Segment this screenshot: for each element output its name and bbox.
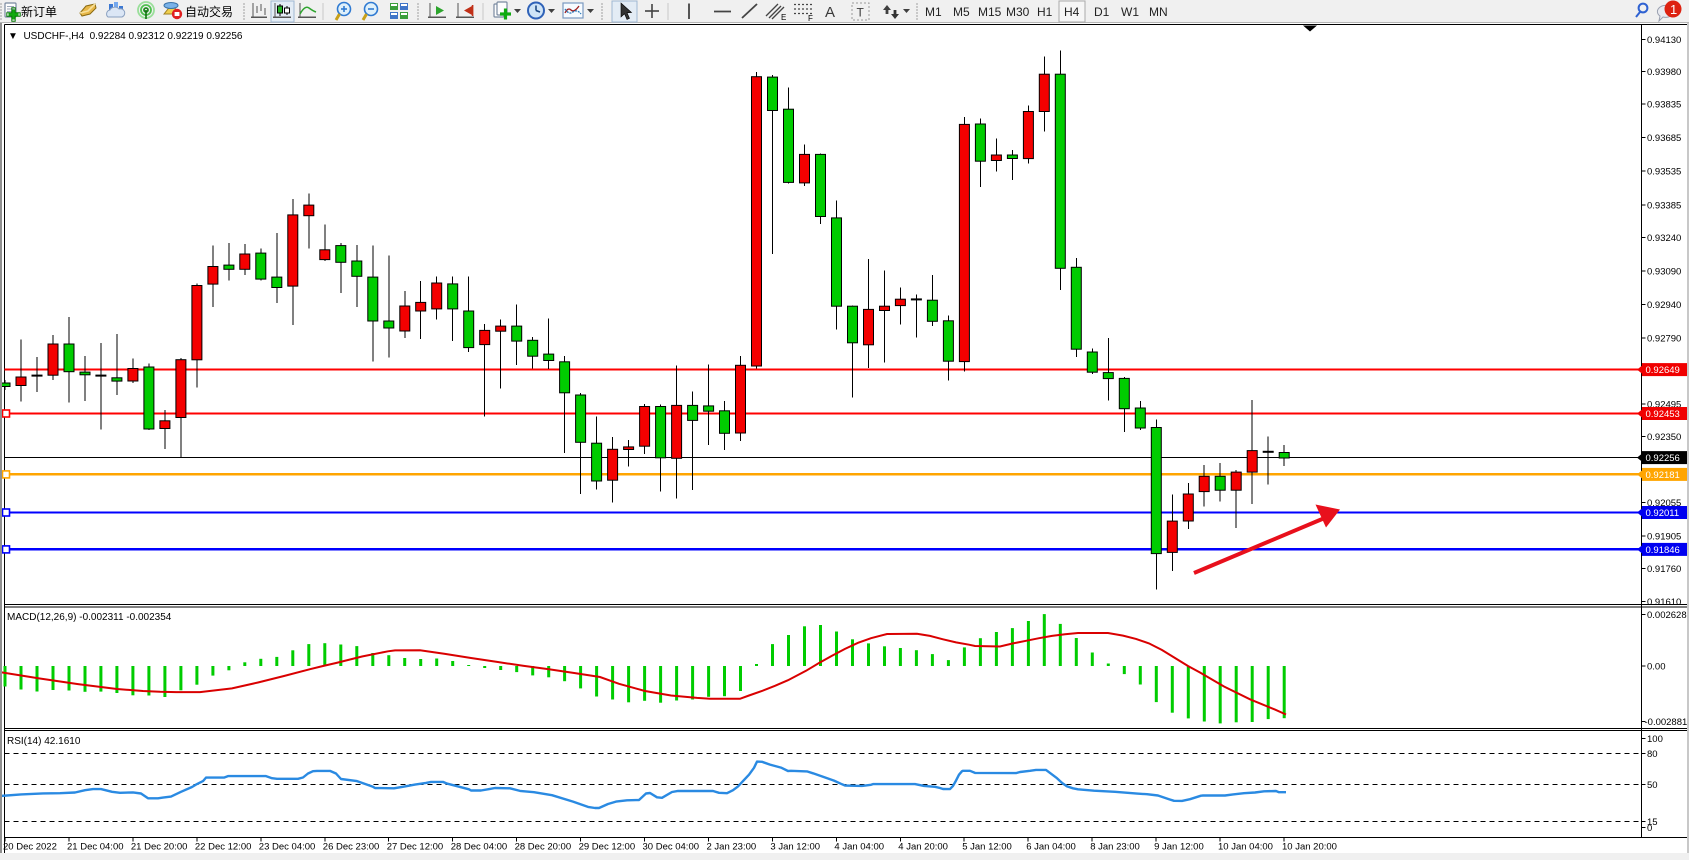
svg-text:23 Dec 04:00: 23 Dec 04:00 [259, 842, 316, 853]
svg-text:0.93240: 0.93240 [1647, 233, 1681, 244]
svg-text:22 Dec 12:00: 22 Dec 12:00 [195, 842, 252, 853]
svg-text:A: A [825, 4, 835, 21]
svg-text:0.92055: 0.92055 [1647, 498, 1681, 509]
svg-text:新订单: 新订单 [21, 4, 57, 19]
svg-text:0.93685: 0.93685 [1647, 133, 1681, 144]
svg-text:21 Dec 20:00: 21 Dec 20:00 [131, 842, 188, 853]
svg-text:0.92350: 0.92350 [1647, 432, 1681, 443]
svg-text:0.91846: 0.91846 [1646, 545, 1680, 556]
svg-text:0: 0 [1647, 823, 1652, 834]
svg-text:29 Dec 12:00: 29 Dec 12:00 [579, 842, 636, 853]
svg-text:0.92790: 0.92790 [1647, 334, 1681, 345]
svg-text:0.92495: 0.92495 [1647, 400, 1681, 411]
svg-text:M1: M1 [925, 5, 942, 19]
svg-text:E: E [781, 13, 786, 22]
svg-text:0.91905: 0.91905 [1647, 532, 1681, 543]
svg-text:80: 80 [1647, 749, 1658, 760]
svg-text:27 Dec 12:00: 27 Dec 12:00 [387, 842, 444, 853]
svg-text:4 Jan 20:00: 4 Jan 20:00 [898, 842, 948, 853]
svg-text:M30: M30 [1006, 5, 1030, 19]
svg-text:2 Jan 23:00: 2 Jan 23:00 [707, 842, 757, 853]
svg-text:T: T [857, 6, 865, 20]
svg-text:100: 100 [1647, 734, 1663, 745]
svg-text:M5: M5 [953, 5, 970, 19]
svg-text:10 Jan 04:00: 10 Jan 04:00 [1218, 842, 1273, 853]
svg-text:0.92256: 0.92256 [1646, 453, 1680, 464]
svg-text:4 Jan 04:00: 4 Jan 04:00 [834, 842, 884, 853]
svg-text:自动交易: 自动交易 [185, 4, 233, 19]
svg-text:D1: D1 [1094, 5, 1110, 19]
svg-text:0.93385: 0.93385 [1647, 200, 1681, 211]
svg-text:0.94130: 0.94130 [1647, 35, 1681, 46]
svg-text:MACD(12,26,9) -0.002311 -0.002: MACD(12,26,9) -0.002311 -0.002354 [7, 612, 172, 623]
svg-text:0.92453: 0.92453 [1646, 409, 1680, 420]
svg-text:1: 1 [1670, 2, 1677, 17]
svg-text:10 Jan 20:00: 10 Jan 20:00 [1282, 842, 1337, 853]
svg-text:15: 15 [1647, 817, 1658, 828]
svg-text:0.91760: 0.91760 [1647, 564, 1681, 575]
svg-text:0.93835: 0.93835 [1647, 100, 1681, 111]
svg-text:H4: H4 [1064, 5, 1080, 19]
svg-text:0.92940: 0.92940 [1647, 300, 1681, 311]
svg-text:0.00: 0.00 [1647, 661, 1666, 672]
svg-text:3 Jan 12:00: 3 Jan 12:00 [770, 842, 820, 853]
svg-text:-0.002881: -0.002881 [1645, 717, 1688, 728]
svg-text:0.92181: 0.92181 [1646, 470, 1680, 481]
svg-text:30 Dec 04:00: 30 Dec 04:00 [643, 842, 700, 853]
svg-text:M15: M15 [978, 5, 1002, 19]
svg-text:20 Dec 2022: 20 Dec 2022 [3, 842, 57, 853]
svg-text:28 Dec 04:00: 28 Dec 04:00 [451, 842, 508, 853]
svg-text:0.002628: 0.002628 [1647, 610, 1687, 621]
svg-text:0.93980: 0.93980 [1647, 67, 1681, 78]
svg-text:0.92649: 0.92649 [1646, 365, 1680, 376]
svg-text:F: F [808, 14, 813, 23]
svg-text:▼ USDCHF-,H4 0.92284 0.92312: ▼ USDCHF-,H4 0.92284 0.92312 0.92219 0.9… [8, 31, 243, 42]
svg-text:6 Jan 04:00: 6 Jan 04:00 [1026, 842, 1076, 853]
svg-text:RSI(14) 42.1610: RSI(14) 42.1610 [7, 736, 81, 747]
svg-text:21 Dec 04:00: 21 Dec 04:00 [67, 842, 124, 853]
svg-text:W1: W1 [1121, 5, 1139, 19]
svg-text:26 Dec 23:00: 26 Dec 23:00 [323, 842, 380, 853]
svg-text:9 Jan 12:00: 9 Jan 12:00 [1154, 842, 1204, 853]
svg-text:50: 50 [1647, 780, 1658, 791]
svg-text:0.91610: 0.91610 [1647, 597, 1681, 608]
svg-text:0.93090: 0.93090 [1647, 266, 1681, 277]
svg-text:5 Jan 12:00: 5 Jan 12:00 [962, 842, 1012, 853]
svg-text:8 Jan 23:00: 8 Jan 23:00 [1090, 842, 1140, 853]
svg-text:0.93535: 0.93535 [1647, 167, 1681, 178]
svg-text:28 Dec 20:00: 28 Dec 20:00 [515, 842, 572, 853]
svg-text:MN: MN [1149, 5, 1168, 19]
svg-text:H1: H1 [1037, 5, 1053, 19]
svg-text:0.92011: 0.92011 [1646, 508, 1680, 519]
